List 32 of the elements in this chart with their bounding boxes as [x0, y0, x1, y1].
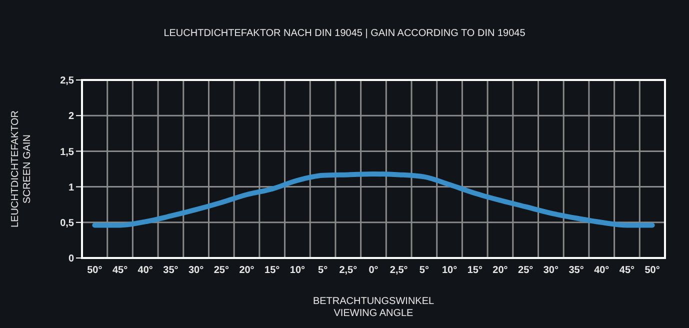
- x-tick-label: 25°: [518, 265, 534, 276]
- y-tick-label: 1: [68, 182, 74, 194]
- x-tick-label: 50°: [644, 265, 660, 276]
- x-tick-label: 5°: [318, 265, 328, 276]
- x-tick-label: 2,5°: [339, 265, 358, 276]
- y-axis-title: LEUCHTDICHTEFAKTOR SCREEN GAIN: [10, 110, 33, 228]
- x-tick-label: 25°: [214, 265, 229, 276]
- x-tick-label: 45°: [112, 265, 128, 276]
- y-tick-label: 0,5: [60, 218, 74, 229]
- x-tick-label: 2,5°: [390, 265, 408, 276]
- x-tick-label: 35°: [163, 265, 178, 276]
- x-axis-title: BETRACHTUNGSWINKEL VIEWING ANGLE: [312, 296, 434, 319]
- y-tick-label: 1,5: [60, 146, 74, 158]
- x-tick-label: 40°: [138, 265, 153, 276]
- x-tick-label: 35°: [568, 265, 584, 276]
- x-tick-label: 15°: [467, 265, 482, 276]
- x-tick-label: 20°: [492, 265, 508, 276]
- y-tick-label: 2,5: [60, 76, 74, 87]
- x-tick-label: 0°: [368, 265, 378, 276]
- x-tick-label: 30°: [188, 265, 204, 276]
- x-tick-label: 30°: [543, 265, 558, 276]
- x-tick-label: 50°: [87, 265, 102, 276]
- y-tick-label: 2: [68, 111, 74, 122]
- chart-title: LEUCHTDICHTEFAKTOR NACH DIN 19045 | GAIN ACCORDING TO DIN 19045: [164, 28, 526, 39]
- y-tick-label: 0: [68, 254, 74, 265]
- x-tick-label: 40°: [594, 265, 610, 276]
- x-tick-label: 20°: [239, 265, 254, 276]
- x-tick-label: 15°: [264, 265, 280, 276]
- x-tick-label: 45°: [619, 265, 635, 276]
- x-tick-label: 10°: [290, 265, 306, 276]
- x-tick-label: 5°: [419, 265, 429, 276]
- x-tick-label: 10°: [442, 265, 458, 276]
